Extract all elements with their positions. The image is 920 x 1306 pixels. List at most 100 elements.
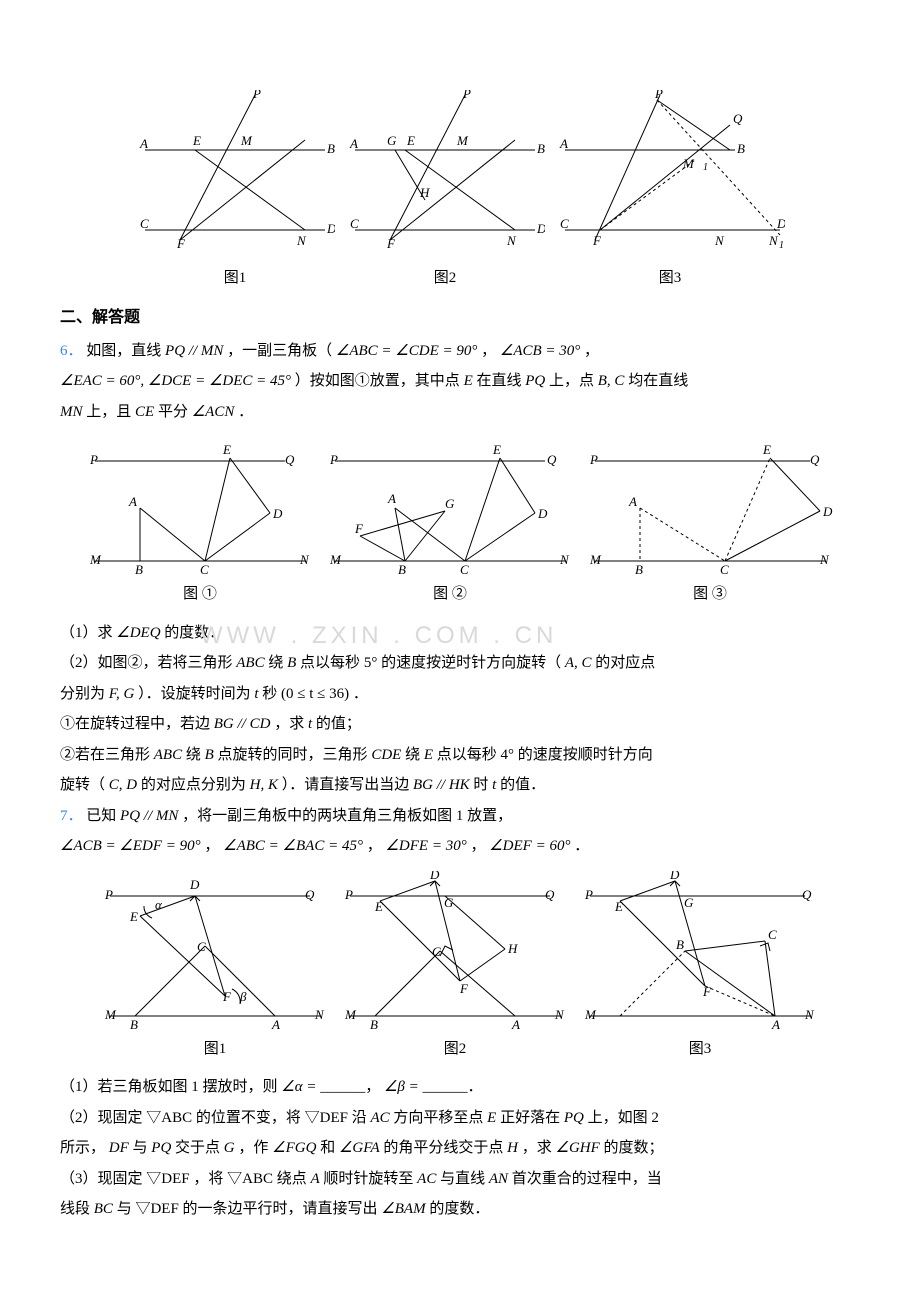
diagram-1-2: AGEMB H CFND P (345, 90, 545, 260)
svg-text:C: C (560, 216, 569, 231)
figure-q6-3: PEQ AD MBCN 图 ③ (585, 436, 835, 609)
svg-text:P: P (344, 887, 353, 902)
figure-caption: 图3 (689, 1035, 712, 1064)
svg-text:Q: Q (547, 452, 557, 467)
svg-text:G: G (387, 133, 397, 148)
svg-text:N: N (819, 552, 830, 567)
diagram-q6-1: PEQ AD MBCN (85, 436, 315, 576)
figure-q7-2: PDGQ EH CF MBAN 图2 (340, 871, 570, 1064)
svg-text:N: N (296, 233, 307, 248)
svg-text:β: β (239, 989, 247, 1004)
svg-text:A: A (511, 1017, 520, 1031)
svg-text:G: G (684, 895, 694, 910)
svg-text:D: D (537, 506, 548, 521)
svg-text:A: A (387, 491, 396, 506)
svg-text:C: C (140, 216, 149, 231)
svg-text:1: 1 (779, 240, 784, 251)
svg-text:C: C (432, 944, 441, 959)
svg-text:F: F (592, 233, 602, 248)
svg-text:D: D (429, 871, 440, 882)
figure-1-3: AB M1 CFND N1 PQ 图3 (555, 90, 785, 293)
figure-1-1: AEMB CFND P 图1 (135, 90, 335, 293)
svg-text:H: H (419, 185, 430, 200)
q7-line1: 7． 已知 PQ // MN ，将一副三角板中的两块直角三角板如图 1 放置， (60, 802, 860, 831)
svg-text:C: C (768, 927, 777, 942)
svg-text:A: A (128, 494, 137, 509)
svg-text:P: P (589, 452, 598, 467)
question-number: 7． (60, 808, 83, 824)
svg-text:P: P (252, 90, 261, 101)
svg-text:F: F (702, 984, 712, 999)
svg-text:E: E (374, 899, 383, 914)
figure-q7-3: PDGQ EBC F MAN 图3 (580, 871, 820, 1064)
svg-text:N: N (554, 1007, 565, 1022)
svg-text:A: A (771, 1017, 780, 1031)
figure-row-q6: PEQ AD MBCN 图 ① PEQ AFGD MBCN 图 ② (60, 436, 860, 609)
q7-line2: ∠ACB = ∠EDF = 90° ， ∠ABC = ∠BAC = 45° ， … (60, 832, 860, 861)
svg-text:M: M (344, 1007, 357, 1022)
q6-part2-sub2a: ②若在三角形 ABC 绕 B 点旋转的同时，三角形 CDE 绕 E 点以每秒 4… (60, 741, 860, 770)
figure-q6-2: PEQ AFGD MBCN 图 ② (325, 436, 575, 609)
svg-text:F: F (176, 236, 186, 251)
q6-line1: 6． 如图，直线 PQ // MN ，一副三角板（ ∠ABC = ∠CDE = … (60, 337, 860, 366)
svg-text:B: B (130, 1017, 138, 1031)
svg-text:P: P (462, 90, 471, 101)
svg-text:F: F (222, 989, 232, 1004)
svg-text:B: B (537, 141, 545, 156)
svg-text:C: C (460, 562, 469, 576)
svg-text:E: E (222, 442, 231, 457)
question-number: 6． (60, 343, 83, 359)
svg-text:N: N (768, 233, 779, 248)
q6-part2b: 分别为 F, G ）．设旋转时间为 t 秒 (0 ≤ t ≤ 36) ． (60, 680, 860, 709)
svg-text:E: E (614, 899, 623, 914)
svg-text:P: P (89, 452, 98, 467)
svg-text:Q: Q (305, 887, 315, 902)
svg-text:B: B (737, 141, 745, 156)
svg-text:F: F (459, 981, 469, 996)
svg-text:A: A (559, 136, 568, 151)
svg-text:C: C (720, 562, 729, 576)
svg-text:Q: Q (285, 452, 295, 467)
svg-text:E: E (129, 909, 138, 924)
svg-text:A: A (628, 494, 637, 509)
diagram-q6-2: PEQ AFGD MBCN (325, 436, 575, 576)
svg-text:M: M (584, 1007, 597, 1022)
svg-text:C: C (200, 562, 209, 576)
svg-text:N: N (714, 233, 725, 248)
svg-text:D: D (536, 221, 545, 236)
figure-caption: 图1 (224, 264, 247, 293)
svg-text:P: P (329, 452, 338, 467)
svg-text:M: M (240, 133, 253, 148)
svg-text:C: C (350, 216, 359, 231)
svg-text:E: E (406, 133, 415, 148)
q7-part1: （1）若三角板如图 1 摆放时，则 ∠α = ______， ∠β = ____… (60, 1073, 860, 1102)
svg-text:M: M (589, 552, 602, 567)
figure-caption: 图1 (204, 1035, 227, 1064)
svg-text:B: B (676, 937, 684, 952)
figure-caption: 图2 (444, 1035, 467, 1064)
figure-caption: 图 ① (183, 580, 217, 609)
svg-text:E: E (492, 442, 501, 457)
svg-text:E: E (762, 442, 771, 457)
svg-text:A: A (139, 136, 148, 151)
svg-text:M: M (329, 552, 342, 567)
svg-text:F: F (386, 236, 396, 251)
svg-text:P: P (584, 887, 593, 902)
figure-caption: 图 ② (433, 580, 467, 609)
svg-text:N: N (299, 552, 310, 567)
svg-text:Q: Q (810, 452, 820, 467)
svg-text:N: N (559, 552, 570, 567)
svg-text:B: B (135, 562, 143, 576)
figure-1-2: AGEMB H CFND P 图2 (345, 90, 545, 293)
q7-part2b: 所示， DF 与 PQ 交于点 G ，作 ∠FGQ 和 ∠GFA 的角平分线交于… (60, 1134, 860, 1163)
svg-text:D: D (272, 506, 283, 521)
svg-text:D: D (776, 216, 785, 231)
svg-text:H: H (507, 941, 518, 956)
svg-text:B: B (635, 562, 643, 576)
figure-q7-1: PDQ Eα CFβ MBAN 图1 (100, 871, 330, 1064)
svg-text:D: D (189, 877, 200, 892)
svg-text:P: P (654, 90, 663, 101)
svg-text:N: N (804, 1007, 815, 1022)
svg-text:C: C (197, 939, 206, 954)
q7-part3a: （3）现固定 ▽DEF ，将 ▽ABC 绕点 A 顺时针旋转至 AC 与直线 A… (60, 1165, 860, 1194)
